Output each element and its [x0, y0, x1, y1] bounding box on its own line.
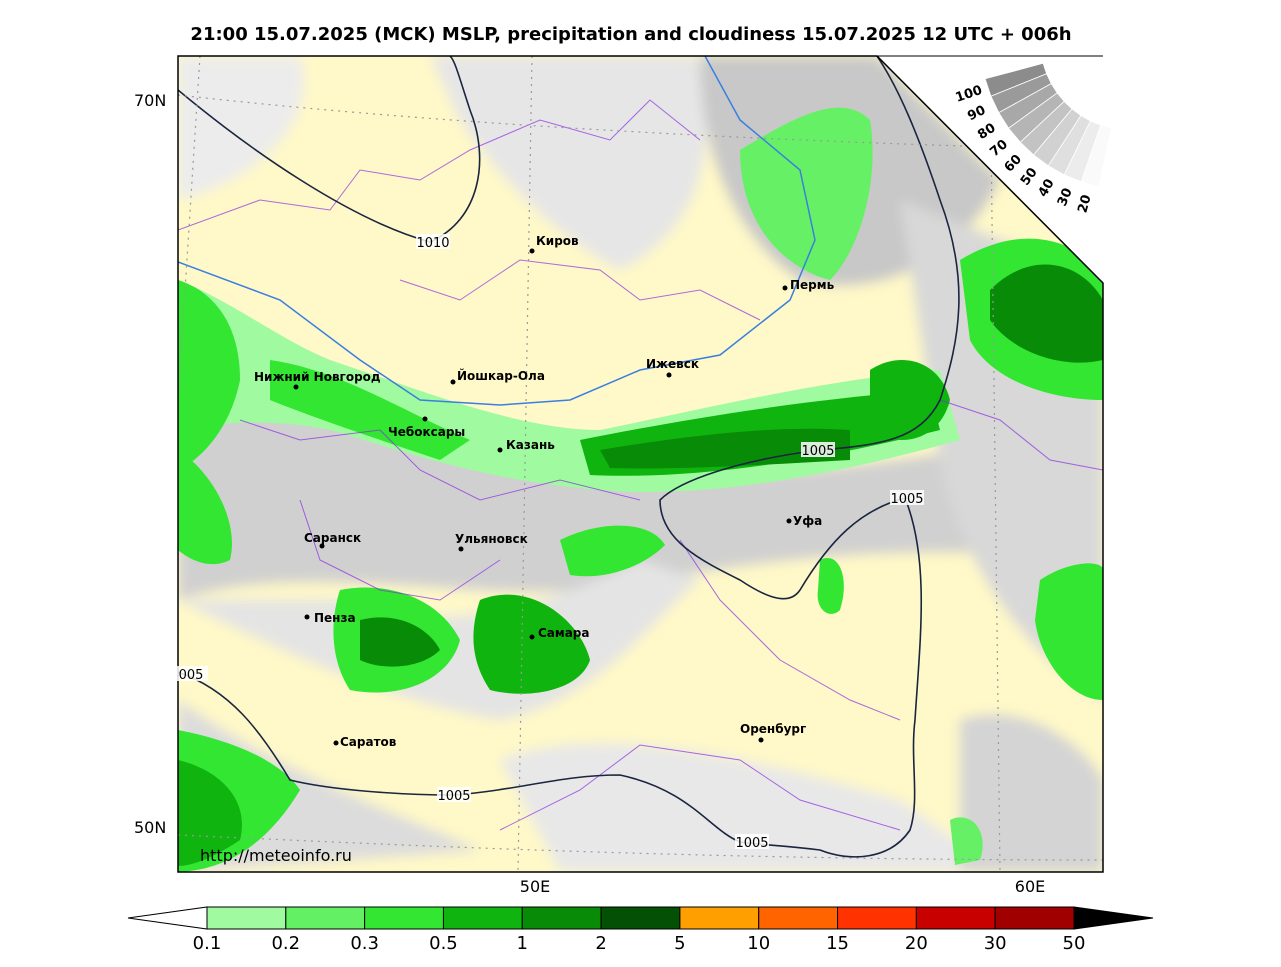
city-label: Пенза	[314, 611, 356, 625]
city-label: Уфа	[793, 514, 822, 528]
city-label: Йошкар-Ола	[457, 368, 545, 383]
colorbar-label: 10	[747, 933, 770, 954]
city-label: Пермь	[790, 278, 835, 292]
city-dot	[319, 543, 325, 549]
city-dot	[450, 379, 456, 385]
city-label: Саранск	[304, 531, 361, 545]
boundary-line	[178, 56, 816, 406]
isobar-labels: 1010 1005 1005 005 1005 1005	[174, 234, 924, 851]
cloud-legend-label: 80	[975, 121, 998, 143]
city-dot	[782, 285, 788, 291]
cloud-legend-label: 70	[987, 137, 1011, 160]
city-dot	[333, 740, 339, 746]
lon-label: 60E	[1015, 877, 1045, 896]
city-label: Ижевск	[646, 357, 699, 371]
colorbar-label: 50	[1063, 933, 1086, 954]
cloud-legend-label: 20	[1075, 193, 1094, 214]
city-label: Нижний Новгород	[254, 370, 381, 384]
isobar-label: 1005	[801, 444, 834, 459]
cloud-legend-label: 50	[1018, 165, 1041, 188]
city-dot	[786, 518, 792, 524]
colorbar-label: 15	[826, 933, 849, 954]
map-area	[178, 56, 1103, 872]
city-dot	[666, 372, 672, 378]
lat-label: 70N	[134, 91, 166, 110]
colorbar: 0.1 0.2 0.3 0.5 1 2 5 10 15 20 30 50	[127, 906, 1154, 954]
isobars	[178, 56, 960, 858]
city-label: Самара	[538, 626, 590, 640]
colorbar-label: 0.3	[350, 933, 379, 954]
colorbar-over	[1073, 906, 1154, 930]
precipitation	[178, 107, 1103, 872]
city-label: Киров	[536, 234, 579, 248]
isobar-label: 005	[179, 668, 204, 683]
city-label: Казань	[506, 438, 555, 452]
map-frame	[177, 55, 1104, 873]
isobar-label: 1005	[890, 492, 923, 507]
cloud-legend-label: 100	[954, 83, 984, 106]
colorbar-label: 2	[595, 933, 606, 954]
colorbar-label: 0.1	[193, 933, 222, 954]
colorbar-box	[915, 906, 996, 930]
isobar-label: 1005	[437, 789, 470, 804]
borders	[178, 99, 1103, 831]
title: 21:00 15.07.2025 (MCK) MSLP, precipitati…	[190, 24, 1071, 45]
colorbar-box	[442, 906, 523, 930]
isobar-label-bg	[416, 234, 450, 249]
city-dot	[293, 384, 299, 390]
city-dot	[529, 634, 535, 640]
colorbar-label: 1	[517, 933, 528, 954]
colorbar-under	[127, 906, 208, 930]
city-dot	[304, 614, 310, 620]
city-label: Чебоксары	[388, 425, 465, 439]
colorbar-box	[837, 906, 917, 930]
cloud-legend-label: 60	[1002, 152, 1025, 175]
lon-label: 50E	[520, 877, 550, 896]
colorbar-box	[758, 906, 839, 930]
city-dot	[497, 447, 503, 453]
isobar-label-bg	[174, 666, 208, 681]
colorbar-label: 0.2	[271, 933, 300, 954]
isobar-label-bg	[801, 442, 835, 457]
city-dot	[422, 416, 428, 422]
graticule	[178, 56, 1103, 872]
cloud-wedge	[1080, 124, 1112, 188]
city-dot	[758, 737, 764, 743]
colorbar-box	[285, 906, 366, 930]
city-label: Оренбург	[740, 722, 806, 736]
colorbar-box	[364, 906, 444, 930]
city-dot	[529, 248, 535, 254]
city-dot	[458, 546, 464, 552]
isobar-label-bg	[735, 834, 769, 849]
isobar-label: 1005	[735, 836, 768, 851]
colorbar-label: 5	[674, 933, 685, 954]
city-label: Ульяновск	[455, 532, 528, 546]
city-label: Саратов	[340, 735, 397, 749]
colorbar-label: 30	[984, 933, 1007, 954]
lat-label: 50N	[134, 818, 166, 837]
cloud-legend-label: 40	[1036, 177, 1058, 200]
cloud-legend-label: 90	[965, 103, 988, 124]
colorbar-label: 0.5	[429, 933, 458, 954]
isobar-label: 1010	[416, 236, 449, 251]
cloud-legend-label: 30	[1055, 186, 1076, 208]
source-url: http://meteoinfo.ru	[200, 846, 352, 865]
colorbar-box	[521, 906, 602, 930]
colorbar-box	[994, 906, 1075, 930]
colorbar-label: 20	[905, 933, 928, 954]
colorbar-box	[679, 906, 760, 930]
colorbar-box	[206, 906, 287, 930]
cities: Киров Пермь Нижний Новгород Йошкар-Ола Ижевс…	[254, 234, 835, 749]
isobar-label-bg	[437, 787, 471, 802]
isobar-label-bg	[890, 490, 924, 505]
colorbar-box	[600, 906, 681, 930]
